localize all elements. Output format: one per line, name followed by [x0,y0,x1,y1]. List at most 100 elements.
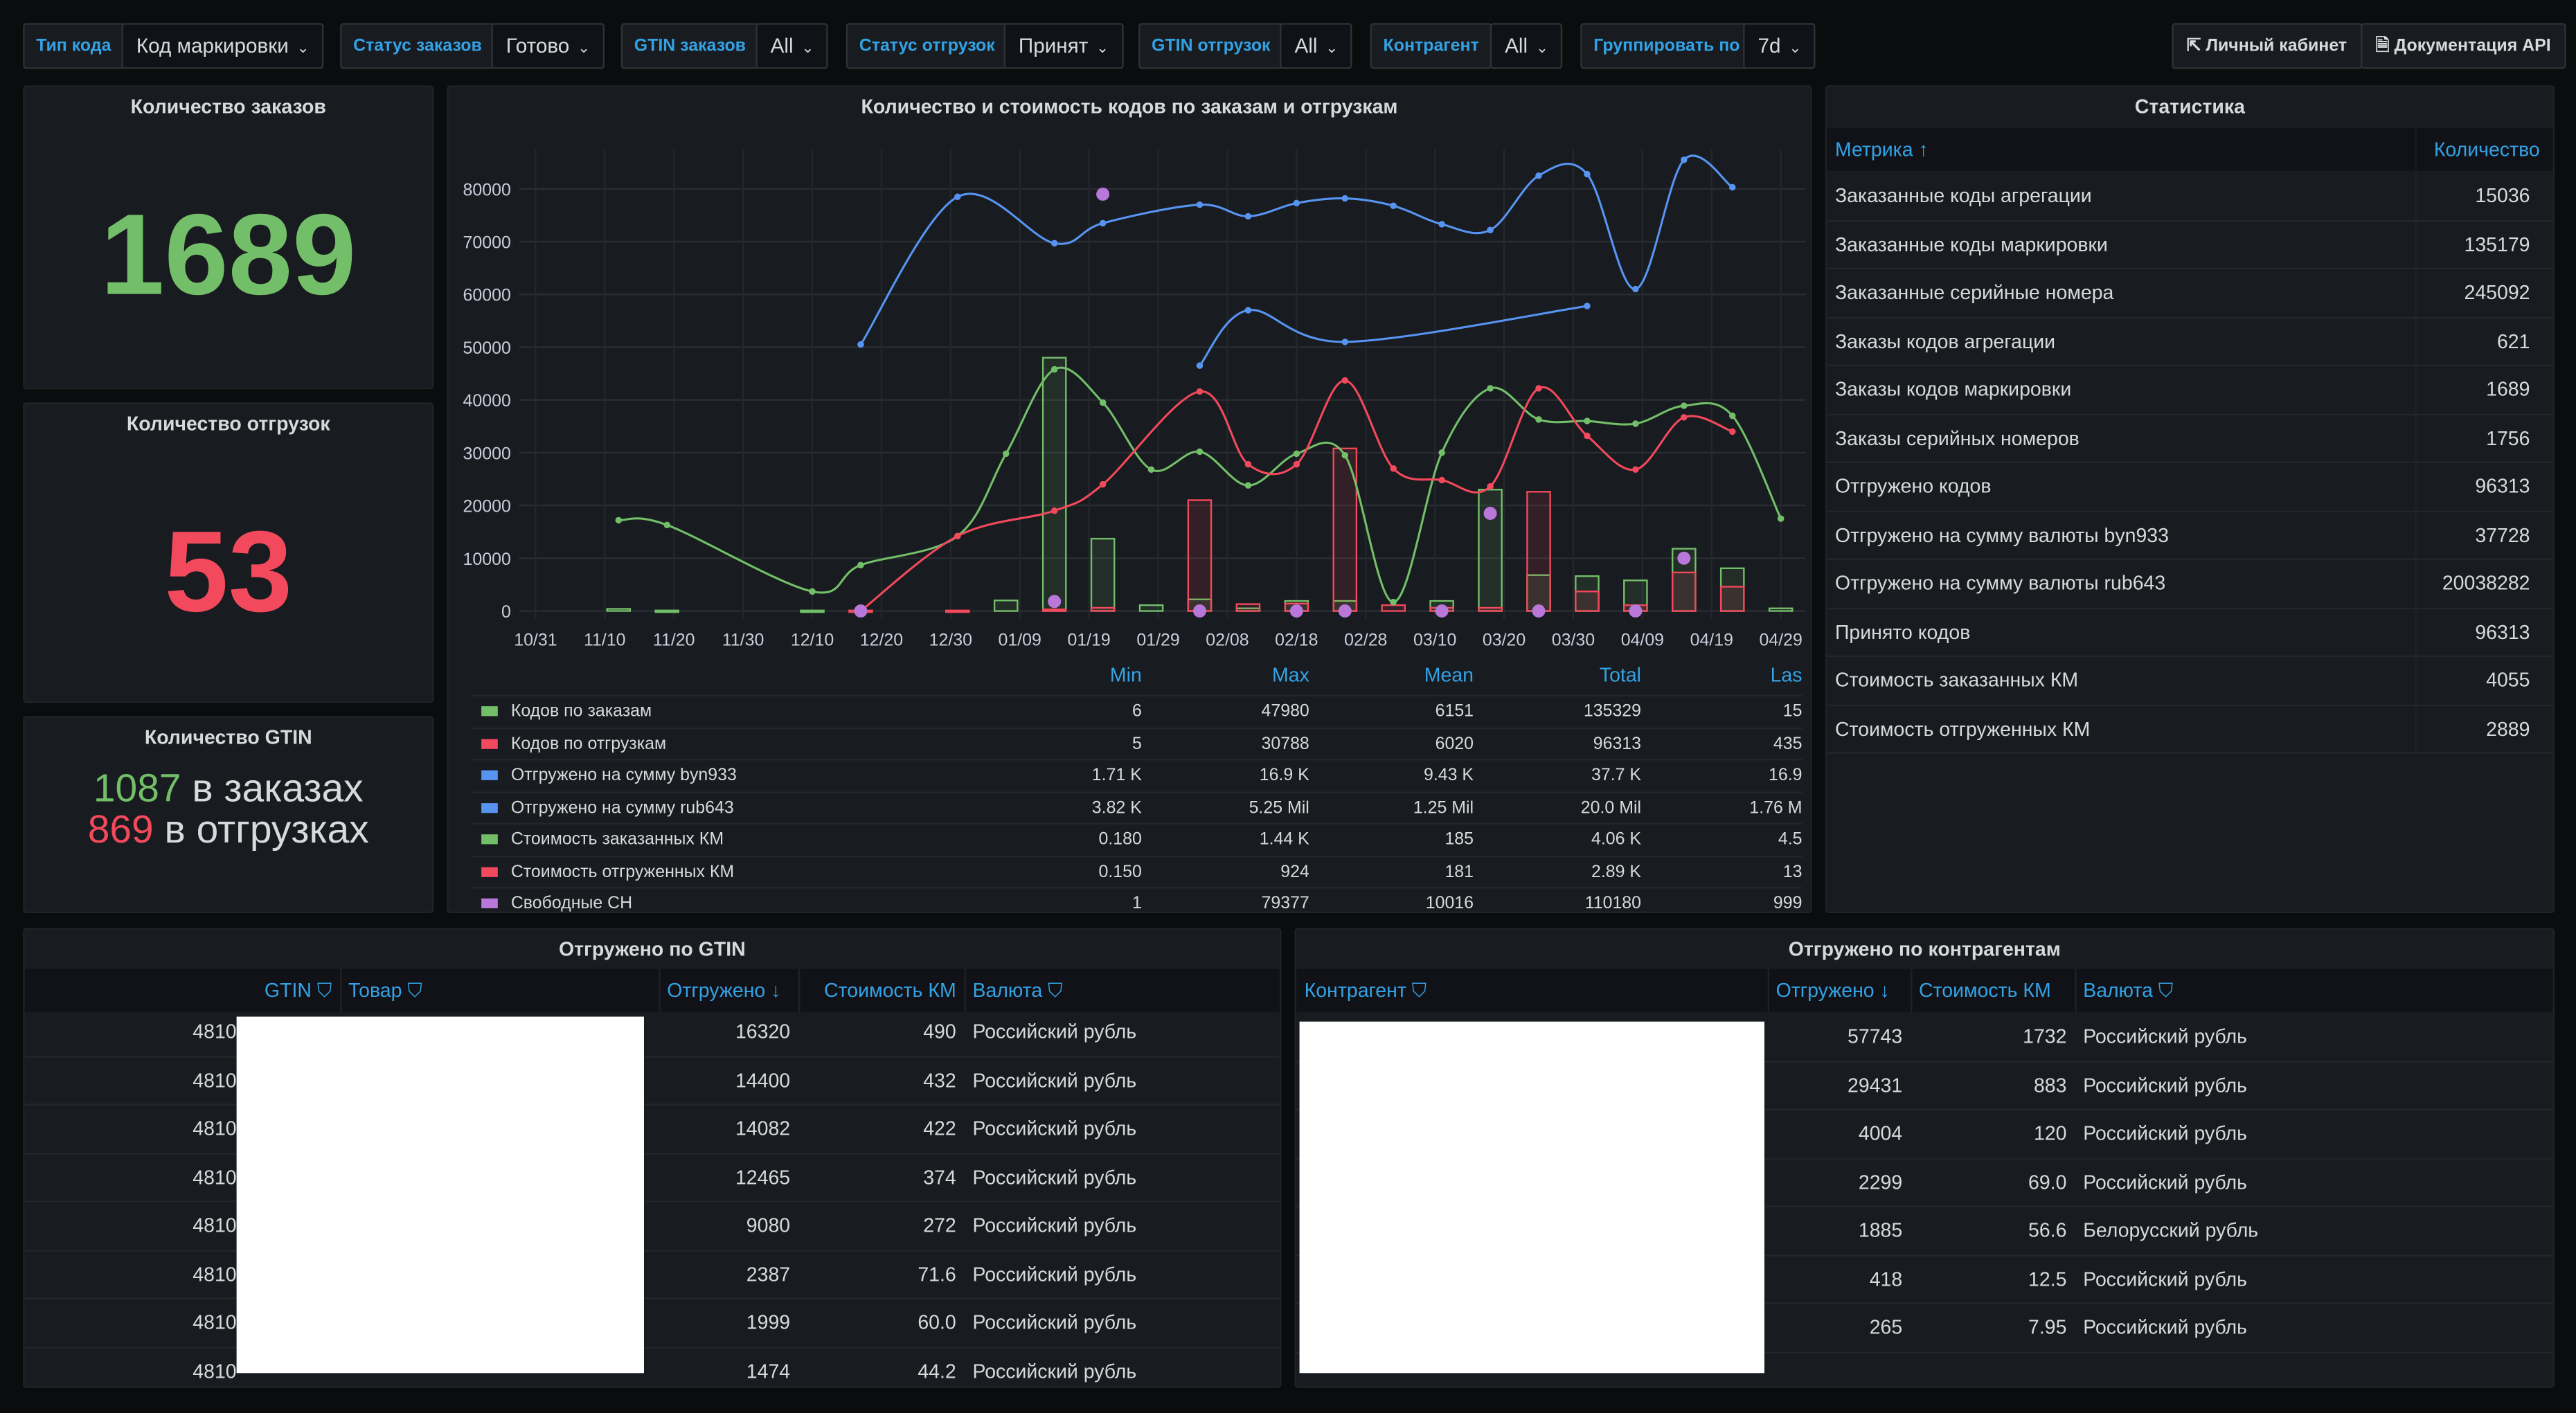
legend-column-header[interactable]: Mean [1424,663,1474,687]
y-tick-label: 40000 [463,391,511,411]
column-header[interactable]: Валюта ⛉ [2075,969,2552,1012]
api-docs-label: Документация API [2394,36,2551,56]
sort-desc-icon[interactable]: ↓ [1874,978,1890,1002]
free-sn-point [1629,604,1643,618]
table-row[interactable]: 265 7.95 Российский рубль [1296,1304,2553,1353]
legend-row[interactable]: Стоимость отгруженных КМ 0.150 924 181 2.89 … [471,854,1803,887]
table-row[interactable]: 4810 14082 422 Российский рубль [24,1106,1280,1154]
metric-name: Стоимость заказанных КМ [1834,668,2079,692]
personal-cabinet-button[interactable]: ⇱ Личный кабинет [2172,23,2362,69]
table-row[interactable]: 1885 56.6 Белорусский рубль [1296,1207,2553,1256]
table-row[interactable]: 2299 69.0 Российский рубль [1296,1159,2553,1207]
legend-column-header[interactable]: Total [1599,663,1642,687]
table-row[interactable]: 57743 1732 Российский рубль [1296,1014,2553,1062]
metric-name: Заказы кодов маркировки [1834,377,2072,401]
legend-row[interactable]: Кодов по отгрузкам 5 30788 6020 96313 435 [471,726,1803,759]
legend-row[interactable]: Свободные СН 1 79377 10016 110180 999 [471,887,1803,914]
legend-row[interactable]: Стоимость заказанных КМ 0.180 1.44 K 185 4.0… [471,822,1803,855]
legend-row[interactable]: Отгружено на сумму rub643 3.82 K 5.25 Mil 1… [471,791,1803,822]
column-header[interactable]: Валюта ⛉ [965,969,1280,1012]
filter-icon[interactable]: ⛉ [402,978,422,1002]
column-header[interactable]: Стоимость КМ [798,969,965,1012]
metric-count: 2889 [2486,717,2530,740]
x-tick-label: 12/30 [929,630,972,649]
x-tick-label: 04/29 [1760,630,1803,649]
document-icon: 🗎 [2375,36,2395,56]
filter-select[interactable]: Готово ⌄ [491,23,605,69]
filter-select[interactable]: All ⌄ [755,23,829,69]
legend-value: 5.25 Mil [1249,797,1309,818]
line-point [1438,476,1445,484]
gtin-table-header: GTIN ⛉ Товар ⛉ Отгружено ↓ Стоимость КМ Валю… [24,969,1280,1012]
line-point [1050,507,1058,514]
shipped-cell: 2299 [1858,1170,1903,1194]
legend-color-swatch [481,770,498,780]
chevron-down-icon: ⌄ [1789,39,1802,56]
currency-cell: Российский рубль [2083,1122,2247,1145]
table-row[interactable]: 4004 120 Российский рубль [1296,1110,2553,1159]
filter-icon[interactable]: ⛉ [1042,978,1063,1002]
count-column-header[interactable]: Количество [2433,138,2540,161]
table-row[interactable]: 4810 14400 432 Российский рубль [24,1057,1280,1106]
filter-select[interactable]: 7d ⌄ [1743,23,1816,69]
api-docs-button[interactable]: 🗎 Документация API [2361,23,2566,69]
legend-column-header[interactable]: Las [1770,663,1803,687]
column-header[interactable]: GTIN ⛉ [25,969,341,1012]
legend-color-swatch [481,802,498,813]
line-point [857,341,864,348]
currency-cell: Российский рубль [2083,1315,2247,1339]
currency-cell: Российский рубль [972,1068,1137,1092]
currency-cell: Российский рубль [972,1020,1137,1043]
table-row[interactable]: 4810 9080 272 Российский рубль [24,1203,1280,1251]
filter-select[interactable]: All ⌄ [1490,23,1564,69]
sort-desc-icon[interactable]: ↓ [765,978,781,1002]
shipped-cell: 4004 [1858,1122,1903,1145]
filter-icon[interactable]: ⛉ [1406,978,1427,1002]
table-row[interactable]: 4810 1999 60.0 Российский рубль [24,1299,1280,1348]
filter-icon[interactable]: ⛉ [311,978,332,1002]
legend-column-header[interactable]: Min [1109,663,1142,687]
column-header[interactable]: Стоимость КМ [1911,969,2075,1012]
column-header[interactable]: Отгружено ↓ [1768,969,1911,1012]
table-row[interactable]: 4810 2387 71.6 Российский рубль [24,1251,1280,1299]
table-row[interactable]: 4810 12465 374 Российский рубль [24,1154,1280,1203]
filter-select[interactable]: Код маркировки ⌄ [121,23,324,69]
legend-color-swatch [481,706,498,717]
stats-row: Заказы кодов агрегации 621 [1827,318,2553,367]
shipments-count-value: 53 [164,507,293,636]
legend-value: 79377 [1261,893,1309,914]
x-tick-label: 03/10 [1413,630,1456,649]
cost-cell: 422 [923,1117,956,1140]
gtin-cell: 4810 [193,1214,237,1237]
legend-value: 1.76 M [1749,797,1803,818]
filter-select[interactable]: All ⌄ [1280,23,1353,69]
y-tick-label: 50000 [463,339,511,358]
filter-icon[interactable]: ⛉ [2152,978,2174,1002]
legend-row[interactable]: Кодов по заказам 6 47980 6151 135329 15 [471,694,1803,727]
line-point [1050,240,1058,247]
filter-select[interactable]: Принят ⌄ [1003,23,1124,69]
table-row[interactable]: 4810 1474 44.2 Российский рубль [25,1348,1280,1387]
metric-name: Отгружено кодов [1834,474,1992,498]
line-point [1487,385,1494,392]
filter-label: Тип кода [23,23,125,69]
table-row[interactable]: 29431 883 Российский рубль [1296,1062,2553,1110]
column-header[interactable]: Товар ⛉ [340,969,659,1012]
column-header[interactable]: Контрагент ⛉ [1296,969,1768,1012]
table-row[interactable]: 4810 16320 490 Российский рубль [24,1009,1280,1057]
line-point [1341,195,1349,202]
gtin-shipments-line: 869 в отгрузках [25,808,432,854]
column-header[interactable]: Отгружено ↓ [659,969,798,1012]
x-tick-label: 02/08 [1206,630,1249,649]
chart-svg[interactable]: 0 10000 20000 30000 40000 50000 60000 70000 8000… [449,116,1812,658]
stats-row: Стоимость заказанных КМ 4055 [1827,656,2553,705]
line-point [1487,226,1494,234]
bar-red [1090,606,1116,612]
cost-cell: 60.0 [918,1311,956,1334]
metric-column-header[interactable]: Метрика ↑ [1834,138,1929,161]
table-row[interactable]: 418 12.5 Российский рубль [1296,1256,2553,1304]
legend-row[interactable]: Отгружено на сумму byn933 1.71 K 16.9 K 9.4… [471,759,1803,791]
bar-green [606,608,632,612]
legend-column-header[interactable]: Max [1272,663,1309,687]
statistics-panel: Статистика Метрика ↑ Количество Заказанн… [1825,85,2555,914]
